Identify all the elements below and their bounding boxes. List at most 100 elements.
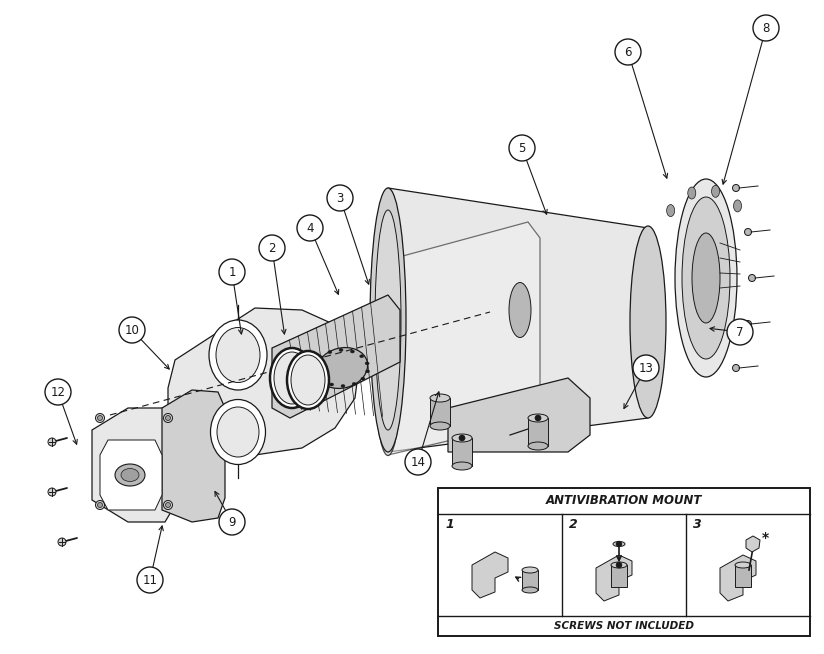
Circle shape <box>97 502 102 508</box>
Text: 11: 11 <box>143 574 157 587</box>
Text: 5: 5 <box>518 141 526 154</box>
Circle shape <box>405 449 431 475</box>
Circle shape <box>733 364 739 371</box>
Ellipse shape <box>430 394 450 402</box>
Ellipse shape <box>375 210 401 430</box>
Circle shape <box>509 135 535 161</box>
Ellipse shape <box>216 328 260 383</box>
Ellipse shape <box>370 188 406 452</box>
Polygon shape <box>611 565 627 587</box>
Circle shape <box>58 538 66 546</box>
Text: 14: 14 <box>410 455 425 468</box>
Polygon shape <box>472 552 508 598</box>
Ellipse shape <box>350 350 354 353</box>
Circle shape <box>733 184 739 192</box>
Polygon shape <box>720 555 756 601</box>
Bar <box>438 488 810 636</box>
Ellipse shape <box>509 283 531 337</box>
Ellipse shape <box>452 462 472 470</box>
Circle shape <box>166 415 171 421</box>
Polygon shape <box>388 222 540 455</box>
Ellipse shape <box>121 468 139 481</box>
Circle shape <box>745 320 751 328</box>
Ellipse shape <box>733 200 742 212</box>
Ellipse shape <box>366 370 369 373</box>
Polygon shape <box>162 390 225 522</box>
Circle shape <box>748 275 756 281</box>
Ellipse shape <box>321 378 325 381</box>
Polygon shape <box>388 188 648 452</box>
Text: 1: 1 <box>445 517 454 530</box>
Circle shape <box>45 379 71 405</box>
Circle shape <box>137 567 163 593</box>
Circle shape <box>48 438 56 446</box>
Circle shape <box>166 502 171 508</box>
Circle shape <box>535 415 541 421</box>
Ellipse shape <box>330 383 334 386</box>
Ellipse shape <box>452 434 472 442</box>
Ellipse shape <box>339 349 343 351</box>
Ellipse shape <box>630 226 666 418</box>
Text: 13: 13 <box>639 362 653 375</box>
Text: 2: 2 <box>569 517 578 530</box>
Ellipse shape <box>365 362 369 365</box>
Text: 10: 10 <box>124 324 139 337</box>
Text: *: * <box>761 531 769 545</box>
Polygon shape <box>452 438 472 466</box>
Ellipse shape <box>360 354 363 358</box>
Ellipse shape <box>688 187 695 199</box>
Ellipse shape <box>315 371 319 374</box>
Text: 6: 6 <box>625 46 632 58</box>
Ellipse shape <box>522 567 538 573</box>
Ellipse shape <box>374 260 402 455</box>
Text: SCREWS NOT INCLUDED: SCREWS NOT INCLUDED <box>554 621 694 631</box>
Circle shape <box>163 500 172 509</box>
Circle shape <box>616 562 622 568</box>
Ellipse shape <box>115 464 145 486</box>
Ellipse shape <box>287 351 329 409</box>
Text: 8: 8 <box>762 22 770 35</box>
Ellipse shape <box>270 348 314 408</box>
Ellipse shape <box>274 352 310 404</box>
Circle shape <box>96 413 105 422</box>
Circle shape <box>97 415 102 421</box>
Circle shape <box>745 228 751 235</box>
Ellipse shape <box>209 320 267 390</box>
Ellipse shape <box>675 179 737 377</box>
Ellipse shape <box>319 356 323 359</box>
Circle shape <box>327 185 353 211</box>
Polygon shape <box>92 408 178 522</box>
Circle shape <box>297 215 323 241</box>
Circle shape <box>259 235 285 261</box>
Text: 12: 12 <box>50 385 65 398</box>
Ellipse shape <box>217 407 259 457</box>
Text: 4: 4 <box>307 222 314 235</box>
Text: 9: 9 <box>228 515 236 528</box>
Ellipse shape <box>430 422 450 430</box>
Ellipse shape <box>316 347 368 388</box>
Polygon shape <box>735 565 751 587</box>
Ellipse shape <box>682 197 730 359</box>
Circle shape <box>219 259 245 285</box>
Ellipse shape <box>352 383 356 385</box>
Circle shape <box>119 317 145 343</box>
Ellipse shape <box>522 587 538 593</box>
Circle shape <box>48 488 56 496</box>
Text: 1: 1 <box>228 266 236 279</box>
Polygon shape <box>596 555 632 601</box>
Ellipse shape <box>528 414 548 422</box>
Text: 7: 7 <box>737 326 744 339</box>
Text: 3: 3 <box>336 192 344 205</box>
Polygon shape <box>430 398 450 426</box>
Ellipse shape <box>692 233 720 323</box>
Polygon shape <box>528 418 548 446</box>
Ellipse shape <box>712 185 719 198</box>
Text: 2: 2 <box>269 241 276 254</box>
Polygon shape <box>272 295 400 418</box>
Ellipse shape <box>613 542 625 547</box>
Ellipse shape <box>328 351 332 354</box>
Ellipse shape <box>315 363 318 366</box>
Text: ANTIVIBRATION MOUNT: ANTIVIBRATION MOUNT <box>545 494 702 508</box>
Ellipse shape <box>210 400 265 464</box>
Circle shape <box>459 435 465 441</box>
